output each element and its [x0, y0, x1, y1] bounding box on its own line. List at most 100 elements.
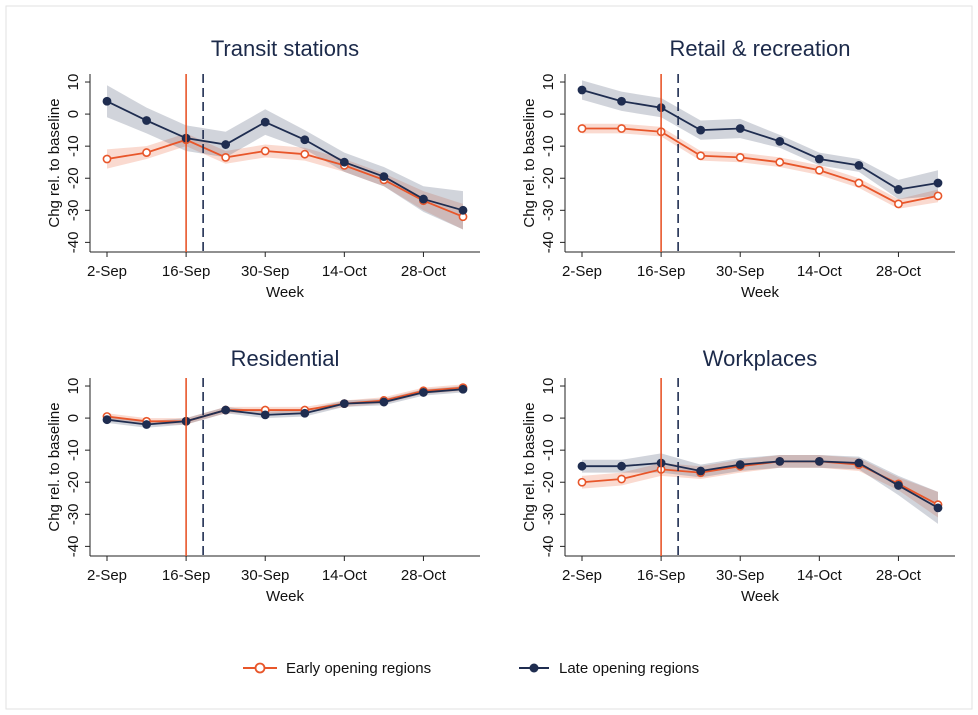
y-tick-label: -20 — [65, 471, 82, 493]
y-tick-label: 10 — [540, 74, 557, 91]
y-tick-label: 0 — [65, 110, 82, 118]
y-tick-label: -30 — [65, 199, 82, 221]
data-point — [894, 481, 903, 490]
panel: Workplaces -40 -30 -20 -10 0 10 2-Sep 16-Sep 30-S… — [521, 346, 955, 605]
panel: Retail & recreation -40 -30 -20 -10 0 10 2-Sep 1… — [521, 36, 955, 301]
panel-title: Residential — [231, 346, 340, 371]
x-tick-label: 2-Sep — [87, 567, 127, 584]
data-point — [102, 96, 112, 106]
data-point — [894, 199, 903, 209]
data-point — [458, 205, 468, 215]
legend-marker — [529, 663, 539, 673]
y-tick-label: -10 — [540, 135, 557, 157]
data-point — [735, 460, 745, 469]
data-point — [458, 384, 468, 394]
x-axis-label: Week — [266, 588, 305, 605]
data-point — [379, 172, 389, 182]
data-point — [814, 165, 824, 175]
data-point — [379, 397, 389, 407]
legend-label: Late opening regions — [559, 660, 699, 677]
panel-title: Transit stations — [211, 36, 359, 61]
confidence-band — [107, 386, 463, 428]
data-point — [142, 420, 151, 429]
data-point — [339, 399, 349, 409]
confidence-band — [582, 123, 938, 209]
data-point — [814, 154, 824, 164]
data-point — [814, 456, 824, 466]
x-tick-label: 14-Oct — [797, 567, 843, 584]
x-tick-label: 30-Sep — [716, 263, 764, 280]
data-point — [339, 157, 349, 167]
data-point — [260, 117, 270, 127]
data-point — [577, 124, 587, 133]
y-tick-label: -40 — [540, 536, 557, 558]
y-tick-label: 0 — [65, 414, 82, 422]
data-point — [933, 191, 943, 201]
confidence-band — [582, 80, 938, 200]
panel: Residential -40 -30 -20 -10 0 10 2-Sep 16-Sep 30-… — [46, 346, 480, 605]
y-tick-label: -30 — [65, 503, 82, 525]
data-point — [577, 477, 587, 487]
data-point — [142, 148, 151, 157]
data-point — [260, 410, 270, 420]
data-point — [894, 185, 903, 194]
frame — [5, 5, 973, 710]
y-tick-label: -10 — [65, 439, 82, 461]
x-axis-label: Week — [741, 588, 780, 605]
panel: Transit stations -40 -30 -20 -10 0 10 2-Sep 16-S… — [46, 36, 480, 301]
x-tick-label: 30-Sep — [241, 263, 289, 280]
data-point — [419, 388, 428, 397]
legend-marker — [254, 662, 266, 674]
x-tick-label: 14-Oct — [322, 263, 368, 280]
data-point — [854, 161, 864, 170]
y-tick-label: -40 — [65, 536, 82, 558]
y-tick-label: -40 — [65, 232, 82, 254]
x-axis-label: Week — [741, 284, 780, 301]
data-point — [933, 178, 943, 188]
series-line — [106, 100, 464, 212]
data-point — [735, 124, 745, 133]
data-point — [696, 151, 706, 161]
data-point — [617, 96, 626, 106]
series-line — [581, 89, 939, 191]
panel-title: Workplaces — [703, 346, 818, 371]
x-tick-label: 2-Sep — [562, 263, 602, 280]
data-point — [696, 125, 706, 135]
y-tick-label: -40 — [540, 232, 557, 254]
y-tick-label: 10 — [540, 378, 557, 395]
x-tick-label: 28-Oct — [401, 263, 447, 280]
x-tick-label: 28-Oct — [876, 567, 922, 584]
x-tick-label: 2-Sep — [87, 263, 127, 280]
series-line — [106, 386, 464, 423]
y-axis-label: Chg rel. to baseline — [46, 402, 63, 531]
data-point — [775, 456, 785, 466]
data-point — [300, 149, 310, 159]
y-tick-label: 10 — [65, 378, 82, 395]
y-tick-label: -20 — [540, 471, 557, 493]
y-axis-label: Chg rel. to baseline — [46, 98, 63, 227]
data-point — [735, 152, 745, 162]
data-point — [617, 474, 626, 484]
data-point — [102, 415, 112, 425]
x-tick-label: 30-Sep — [716, 567, 764, 584]
x-tick-label: 16-Sep — [162, 567, 210, 584]
x-tick-label: 14-Oct — [322, 567, 368, 584]
x-tick-label: 16-Sep — [162, 263, 210, 280]
y-tick-label: -10 — [65, 135, 82, 157]
y-tick-label: -30 — [540, 503, 557, 525]
legend-label: Early opening regions — [286, 660, 431, 677]
y-tick-label: -20 — [540, 167, 557, 189]
data-point — [933, 503, 943, 513]
x-tick-label: 28-Oct — [401, 567, 447, 584]
series-line — [106, 388, 464, 426]
x-tick-label: 14-Oct — [797, 263, 843, 280]
x-tick-label: 16-Sep — [637, 263, 685, 280]
series-line — [582, 460, 939, 509]
y-axis-label: Chg rel. to baseline — [521, 98, 538, 227]
data-point — [419, 194, 428, 204]
x-tick-label: 2-Sep — [562, 567, 602, 584]
x-axis-label: Week — [266, 284, 305, 301]
data-point — [102, 154, 112, 164]
data-point — [854, 178, 864, 188]
